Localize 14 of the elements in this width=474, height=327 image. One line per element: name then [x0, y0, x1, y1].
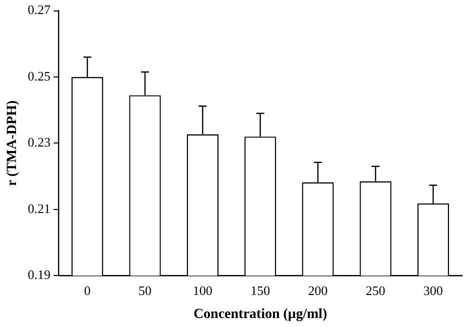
y-axis-title: r (TMA-DPH) — [5, 100, 20, 186]
x-tick-label: 0 — [84, 282, 91, 298]
x-axis-title: Concentration (µg/ml) — [193, 307, 328, 322]
y-tick-label: 0.19 — [28, 267, 51, 282]
x-tick-label: 100 — [192, 282, 212, 298]
x-tick-label: 150 — [250, 282, 270, 298]
y-tick-label: 0.27 — [28, 2, 52, 18]
x-tick-label: 50 — [138, 282, 152, 298]
x-tick-label: 200 — [308, 282, 328, 298]
y-tick-label: 0.21 — [28, 200, 51, 216]
x-tick-label: 300 — [423, 282, 443, 298]
x-tick-label: 250 — [366, 282, 386, 298]
y-tick-label: 0.25 — [28, 68, 51, 84]
y-tick-label: 0.23 — [28, 134, 51, 150]
